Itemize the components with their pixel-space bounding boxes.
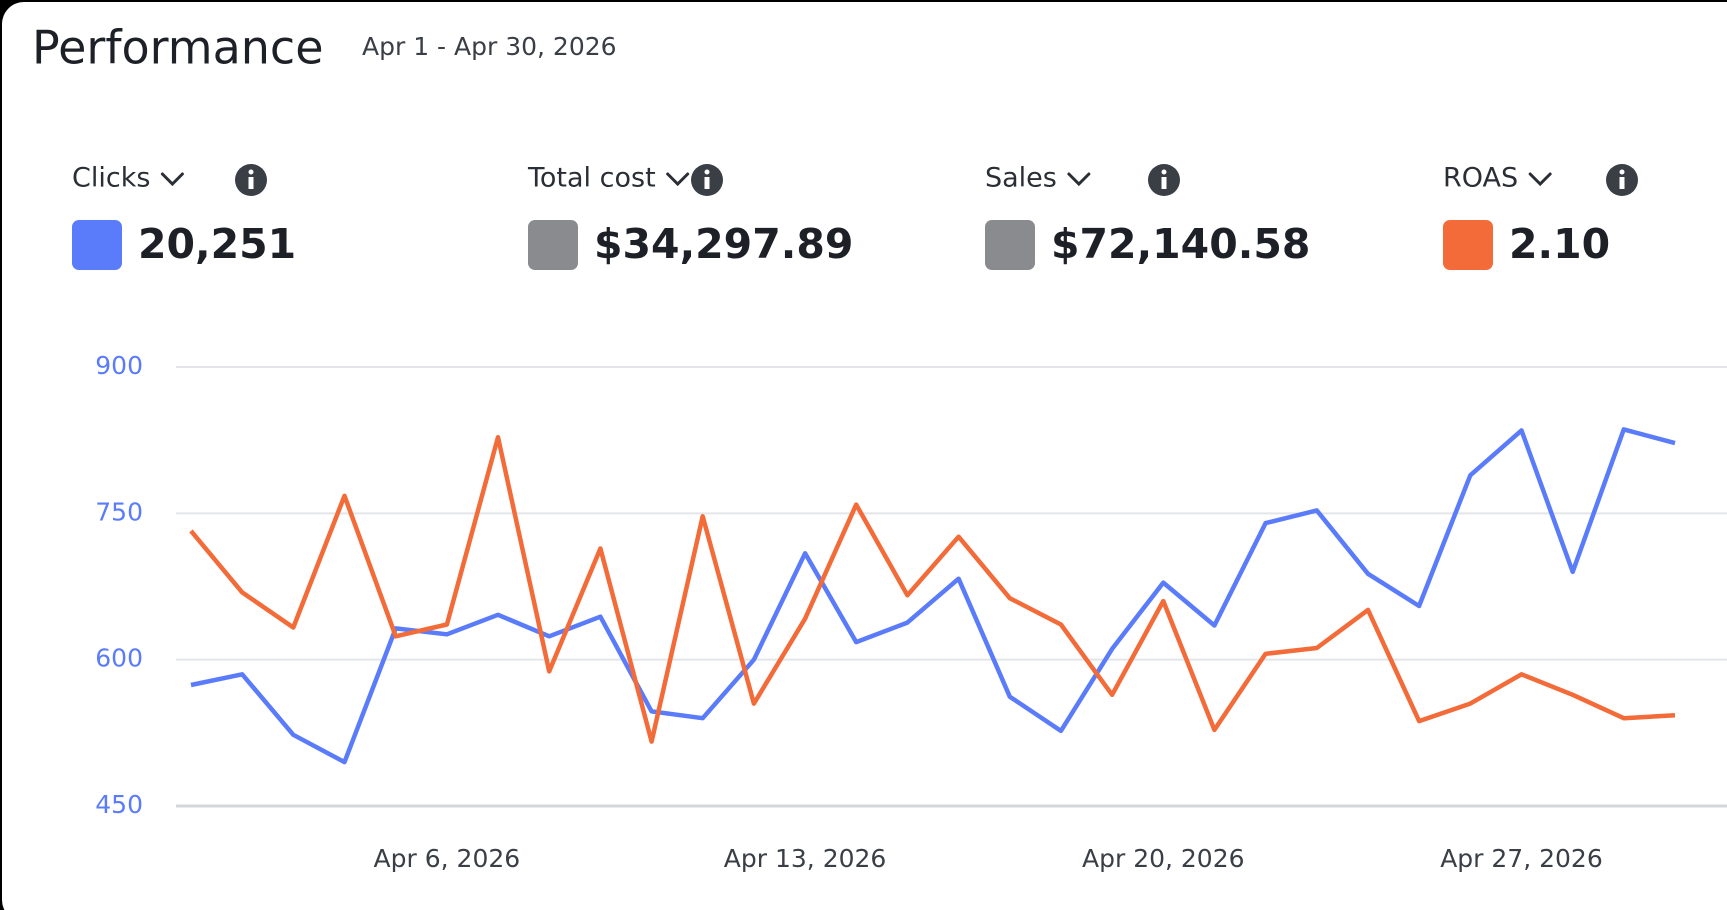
info-icon[interactable] xyxy=(1148,164,1180,196)
y-tick-label: 750 xyxy=(95,497,143,526)
card-title: Performance xyxy=(32,21,324,75)
metric-swatch xyxy=(1443,220,1493,270)
series-line xyxy=(189,434,1676,744)
dropdown-chevron[interactable] xyxy=(1528,172,1552,187)
y-tick-label: 450 xyxy=(95,790,143,819)
metric-label[interactable]: ROAS xyxy=(1443,163,1518,194)
series-line xyxy=(190,427,1676,765)
info-dot xyxy=(248,169,254,175)
x-tick-label: Apr 13, 2026 xyxy=(724,844,887,873)
x-tick-label: Apr 27, 2026 xyxy=(1440,844,1603,873)
metric-swatch xyxy=(985,220,1035,270)
info-bar xyxy=(248,177,254,189)
x-tick-label: Apr 6, 2026 xyxy=(374,844,521,873)
info-icon[interactable] xyxy=(1606,164,1638,196)
metric-value: 20,251 xyxy=(138,220,296,268)
y-tick-label: 900 xyxy=(95,351,143,380)
date-range: Apr 1 - Apr 30, 2026 xyxy=(362,32,617,61)
metric-swatch xyxy=(72,220,122,270)
dropdown-chevron[interactable] xyxy=(1067,172,1091,187)
dropdown-chevron[interactable] xyxy=(160,172,184,187)
info-bar xyxy=(704,177,710,189)
info-dot xyxy=(1161,169,1167,175)
info-bar xyxy=(1161,177,1167,189)
info-bar xyxy=(1619,177,1625,189)
metric-label[interactable]: Total cost xyxy=(527,163,656,194)
info-icon[interactable] xyxy=(235,164,267,196)
dropdown-chevron[interactable] xyxy=(666,172,690,187)
metric-label[interactable]: Sales xyxy=(985,163,1057,194)
info-dot xyxy=(1619,169,1625,175)
y-tick-label: 600 xyxy=(95,644,143,673)
info-icon[interactable] xyxy=(691,164,723,196)
metric-label[interactable]: Clicks xyxy=(72,163,150,194)
x-tick-label: Apr 20, 2026 xyxy=(1082,844,1245,873)
metric-swatch xyxy=(528,220,578,270)
info-dot xyxy=(704,169,710,175)
metric-value: $72,140.58 xyxy=(1051,220,1310,268)
metric-value: $34,297.89 xyxy=(594,220,853,268)
metric-value: 2.10 xyxy=(1509,220,1610,268)
